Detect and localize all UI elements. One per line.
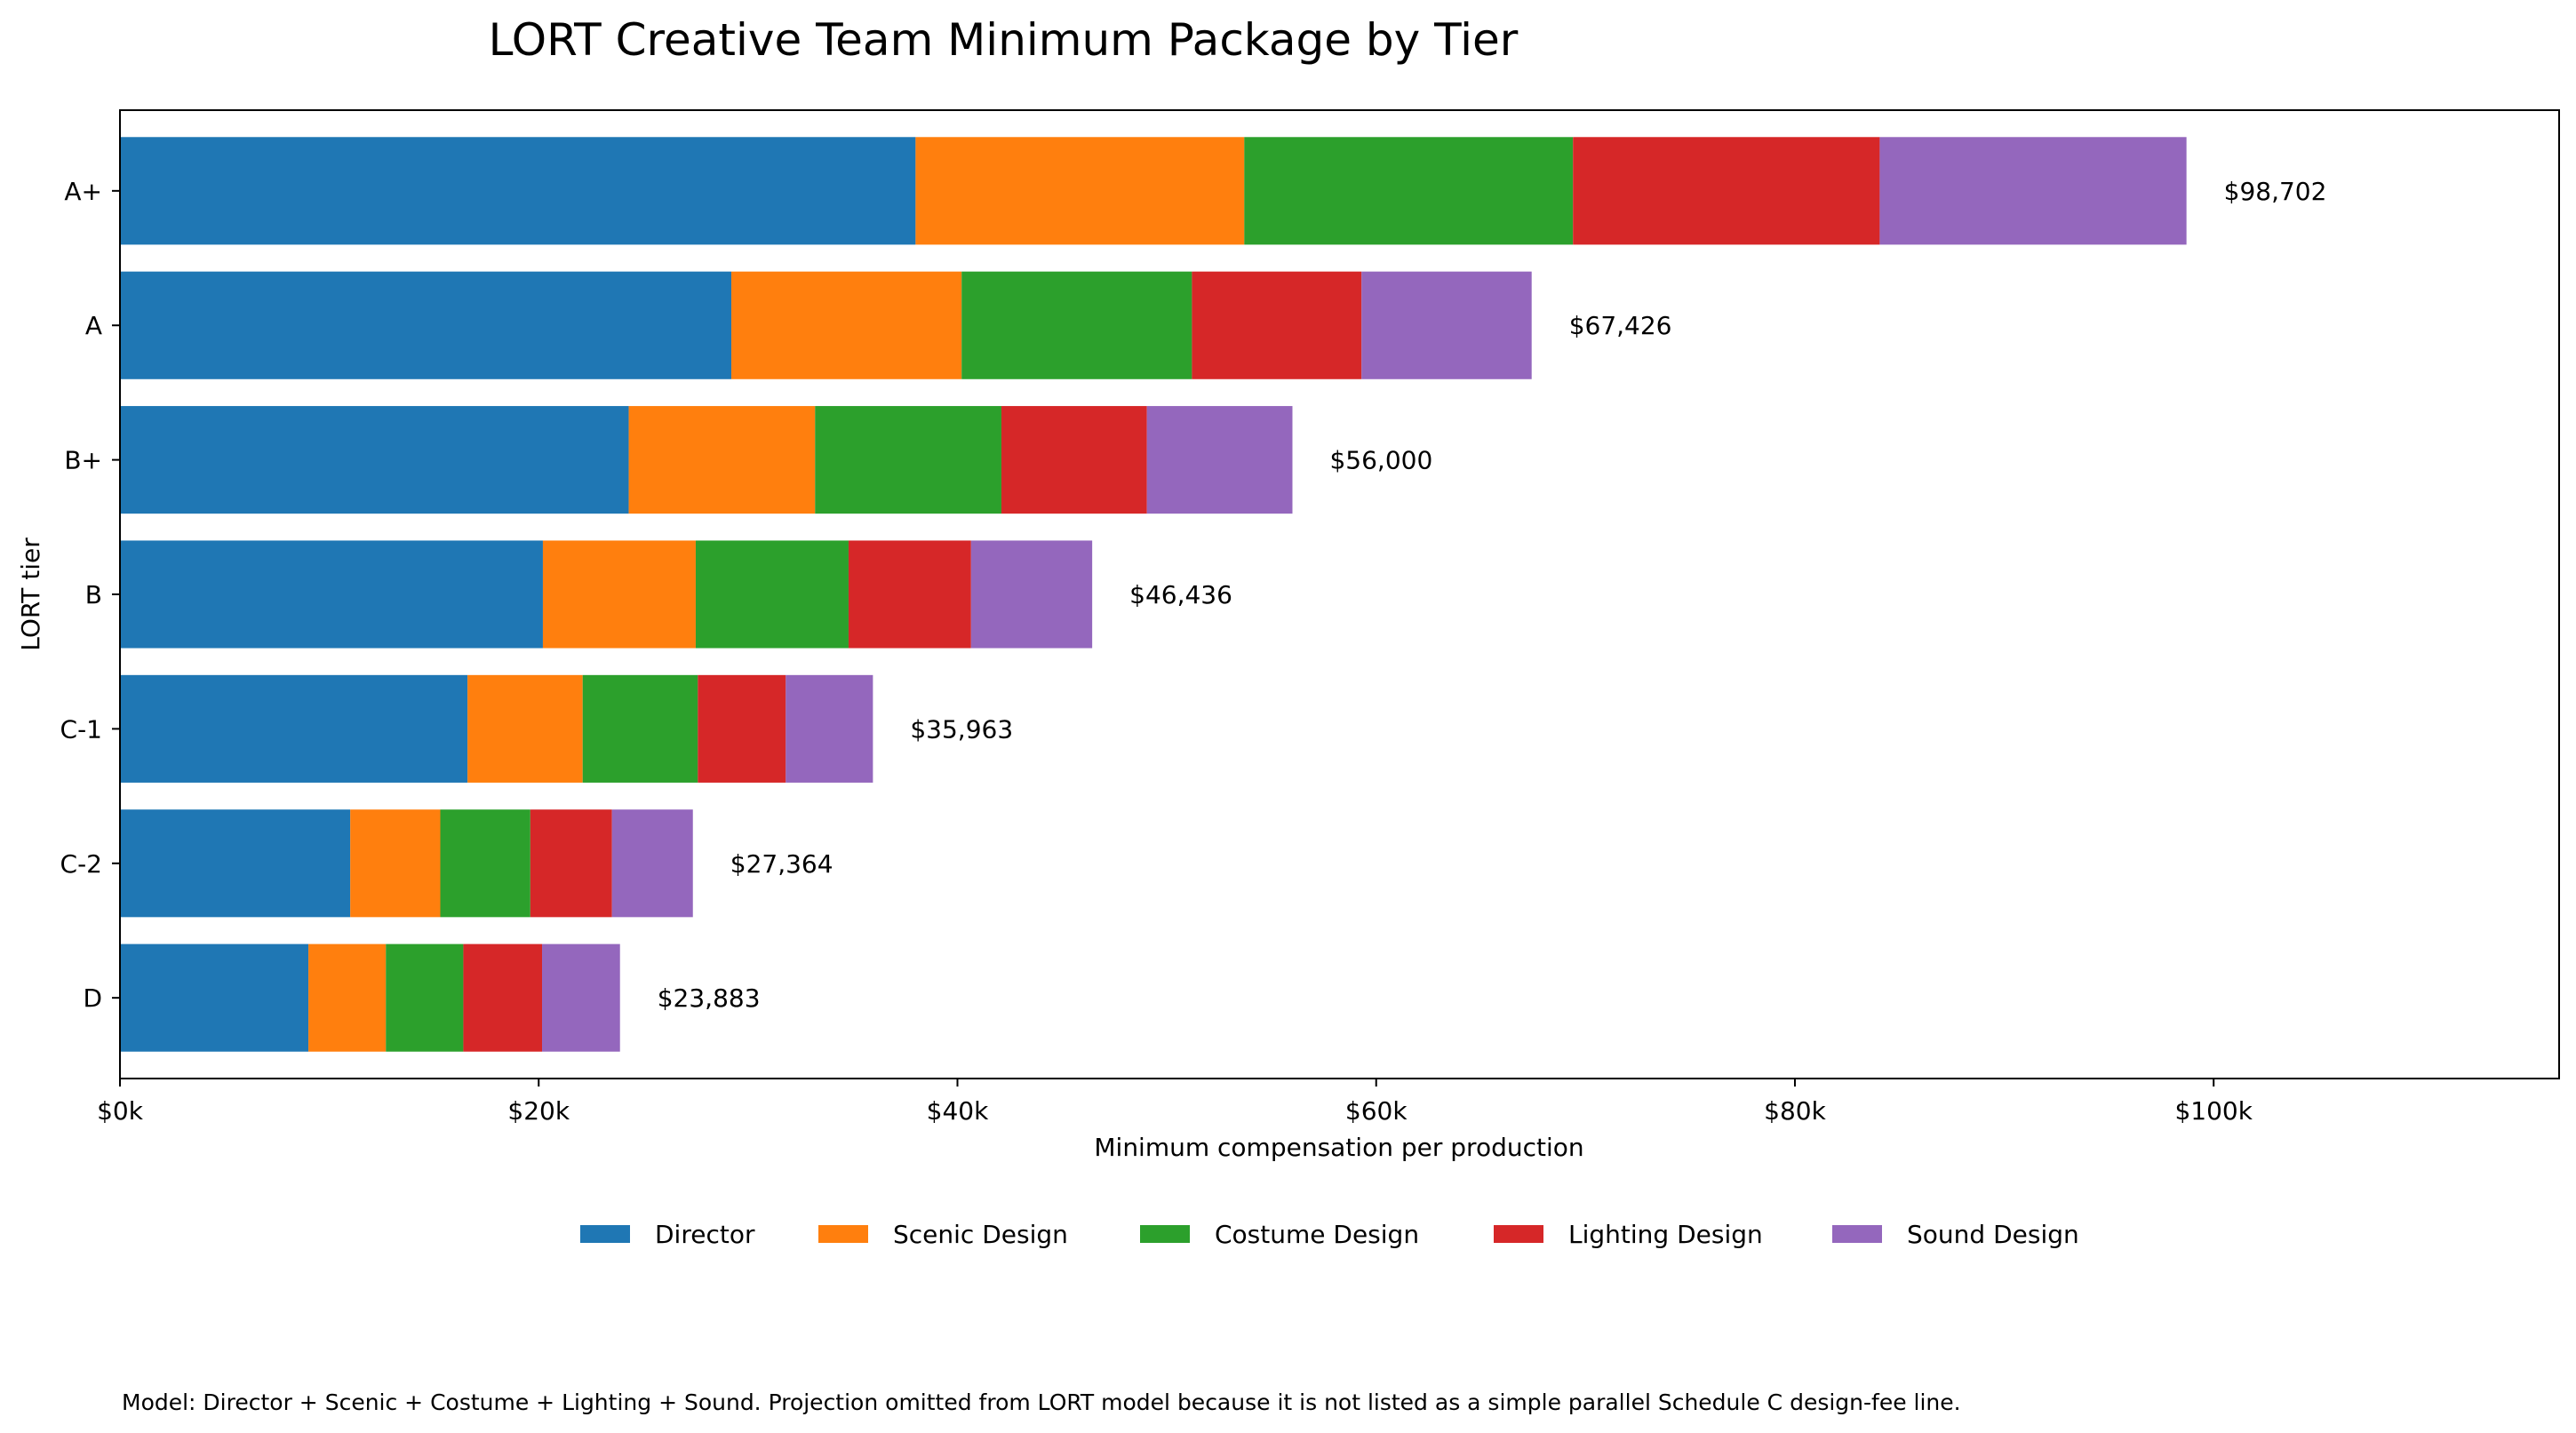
bar-a-director (120, 137, 916, 245)
x-tick-label: $100k (2174, 1096, 2253, 1126)
legend-swatch-director (580, 1225, 630, 1243)
x-tick-label: $80k (1764, 1096, 1826, 1126)
y-tick-label-c-1: C-1 (60, 714, 102, 744)
y-tick-label-a: A (85, 311, 102, 340)
bar-c-1-scenic-design (467, 674, 583, 783)
bar-b-costume-design (695, 540, 849, 649)
bar-b-scenic-design (542, 540, 696, 649)
bar-a-costume-design (961, 271, 1192, 379)
bar-d-director (120, 943, 309, 1052)
legend-label-lighting-design: Lighting Design (1568, 1220, 1763, 1249)
y-tick-label-c-2: C-2 (60, 849, 102, 879)
bar-c-2-costume-design (440, 809, 530, 918)
bar-c-1-lighting-design (698, 674, 786, 783)
bar-b-director (120, 406, 629, 514)
bar-d-sound-design (542, 943, 620, 1052)
legend: Director Scenic Design Costume Design Light… (580, 1220, 2079, 1249)
total-label-d: $23,883 (658, 983, 761, 1013)
legend-swatch-scenic-design (818, 1225, 868, 1243)
total-label-c-2: $27,364 (730, 849, 833, 879)
legend-swatch-lighting-design (1494, 1225, 1543, 1243)
bar-c-1-sound-design (786, 674, 873, 783)
bar-a-scenic-design (731, 271, 962, 379)
bar-a-lighting-design (1192, 271, 1362, 379)
legend-label-director: Director (655, 1220, 755, 1249)
y-tick-label-d: D (83, 983, 102, 1013)
total-labels-group: $98,702 $67,426 $56,000 $46,436 $35,963 $27,3… (658, 177, 2327, 1013)
total-label-b: $46,436 (1129, 580, 1232, 609)
legend-label-sound-design: Sound Design (1907, 1220, 2079, 1249)
legend-swatch-sound-design (1832, 1225, 1882, 1243)
bar-b-director (120, 540, 543, 649)
x-tick-label: $0k (97, 1096, 144, 1126)
total-label-b: $56,000 (1329, 446, 1432, 475)
bar-b-sound-design (1146, 406, 1293, 514)
y-tick-label-b: B+ (64, 446, 102, 475)
bar-c-1-director (120, 674, 468, 783)
x-axis-ticks: $0k $20k $40k $60k $80k $100k (97, 1079, 2253, 1126)
bar-c-2-scenic-design (350, 809, 441, 918)
bar-a-sound-design (1361, 271, 1532, 379)
y-tick-label-b: B (85, 580, 102, 609)
legend-swatch-costume-design (1140, 1225, 1190, 1243)
footnote: Model: Director + Scenic + Costume + Lig… (122, 1389, 1961, 1415)
bar-c-2-director (120, 809, 351, 918)
x-tick-label: $40k (927, 1096, 989, 1126)
y-axis-ticks: A+ A B+ B C-1 C-2 D (60, 177, 120, 1013)
y-axis-title: LORT tier (16, 537, 45, 651)
legend-label-costume-design: Costume Design (1215, 1220, 1419, 1249)
bar-d-lighting-design (463, 943, 543, 1052)
bar-b-sound-design (970, 540, 1093, 649)
total-label-a: $98,702 (2224, 177, 2327, 206)
legend-label-scenic-design: Scenic Design (893, 1220, 1068, 1249)
bar-a-sound-design (1879, 137, 2187, 245)
bar-b-costume-design (815, 406, 1001, 514)
bar-d-scenic-design (308, 943, 387, 1052)
bar-a-scenic-design (915, 137, 1245, 245)
bar-c-2-lighting-design (530, 809, 612, 918)
x-tick-label: $20k (507, 1096, 570, 1126)
bar-b-scenic-design (628, 406, 816, 514)
bar-b-lighting-design (1001, 406, 1147, 514)
x-axis-title: Minimum compensation per production (1094, 1133, 1583, 1162)
total-label-a: $67,426 (1569, 311, 1672, 340)
bar-d-costume-design (386, 943, 464, 1052)
chart-title: LORT Creative Team Minimum Package by Ti… (489, 14, 1519, 66)
bar-b-lighting-design (848, 540, 971, 649)
bar-c-1-costume-design (582, 674, 698, 783)
x-tick-label: $60k (1345, 1096, 1408, 1126)
bars-group (120, 137, 2187, 1052)
bar-a-lighting-design (1573, 137, 1880, 245)
bar-a-director (120, 271, 732, 379)
bar-a-costume-design (1244, 137, 1574, 245)
bar-c-2-sound-design (611, 809, 693, 918)
total-label-c-1: $35,963 (910, 714, 1013, 744)
y-tick-label-a: A+ (64, 177, 102, 206)
